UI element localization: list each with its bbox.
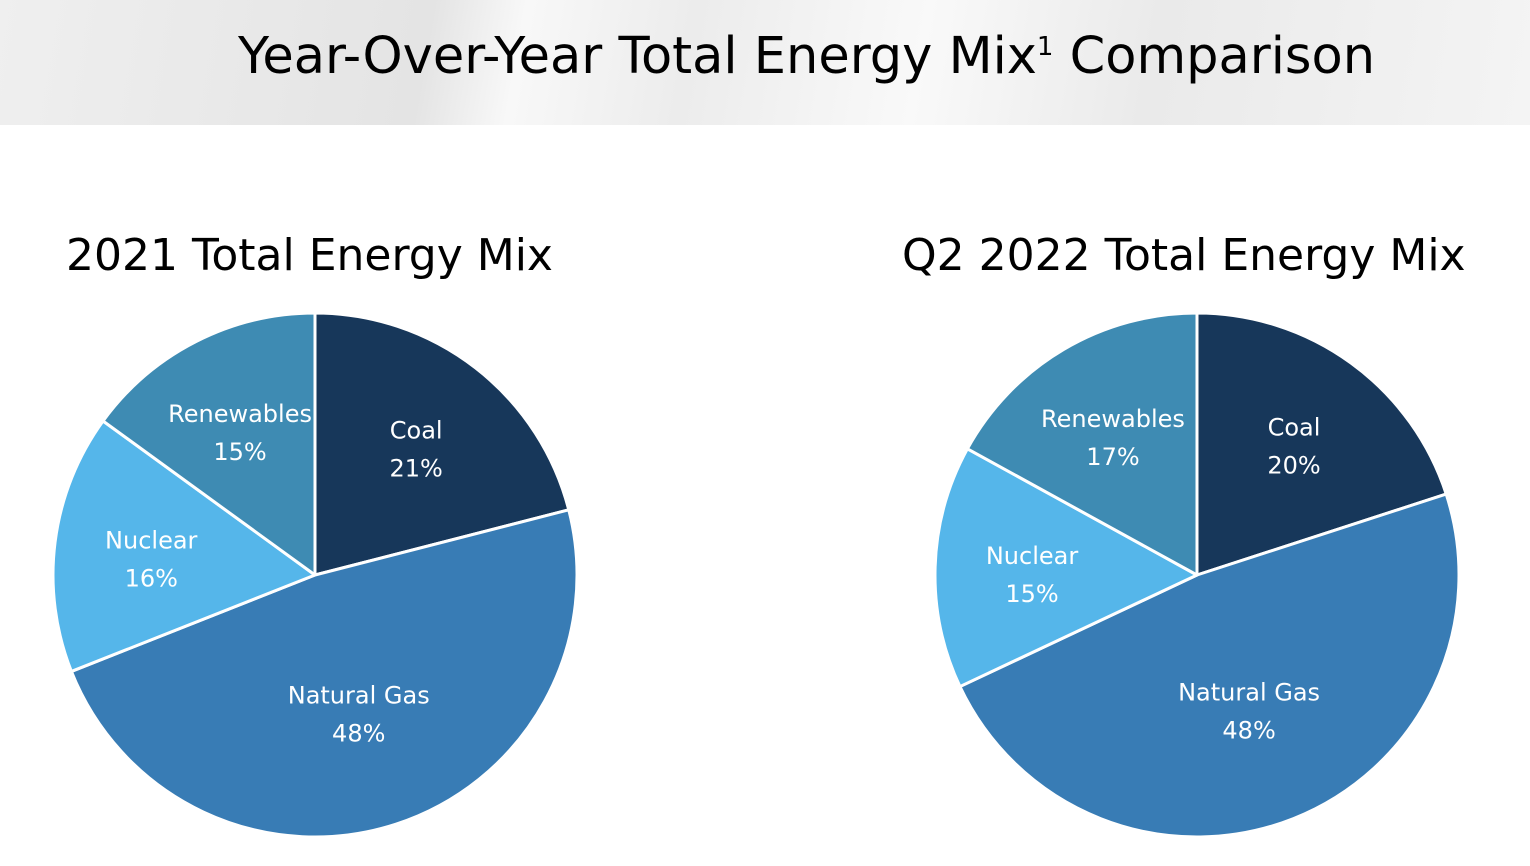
slice-label-2021-natural-gas: Natural Gas bbox=[288, 682, 430, 710]
slice-value-q2-2022-renewables: 17% bbox=[1086, 443, 1139, 471]
page-title-suffix: Comparison bbox=[1053, 27, 1376, 86]
slice-label-q2-2022-nuclear: Nuclear bbox=[986, 542, 1079, 570]
slice-value-2021-nuclear: 16% bbox=[125, 564, 178, 592]
pie-slice-2021-renewables bbox=[101, 311, 317, 577]
header-band bbox=[0, 0, 1530, 125]
slice-label-q2-2022-coal: Coal bbox=[1268, 413, 1321, 441]
pie-slice-q2-2022-coal bbox=[1195, 311, 1448, 577]
pie-slice-q2-2022-renewables bbox=[965, 311, 1199, 577]
slice-value-2021-natural-gas: 48% bbox=[332, 720, 385, 748]
chart-title-2021: 2021 Total Energy Mix bbox=[66, 230, 553, 281]
slice-value-2021-coal: 21% bbox=[389, 455, 442, 483]
page-title-main: Year-Over-Year Total Energy Mix bbox=[238, 27, 1037, 86]
pie-slice-2021-coal bbox=[313, 311, 571, 577]
pie-slice-2021-natural-gas bbox=[69, 508, 579, 839]
slice-label-2021-coal: Coal bbox=[390, 417, 443, 445]
chart-title-q2-2022: Q2 2022 Total Energy Mix bbox=[902, 230, 1466, 281]
slice-label-2021-nuclear: Nuclear bbox=[105, 526, 198, 554]
pie-slice-q2-2022-natural-gas bbox=[958, 492, 1461, 839]
slice-value-q2-2022-coal: 20% bbox=[1267, 451, 1320, 479]
slice-label-q2-2022-renewables: Renewables bbox=[1041, 405, 1185, 433]
slice-value-q2-2022-natural-gas: 48% bbox=[1222, 717, 1275, 745]
slice-value-q2-2022-nuclear: 15% bbox=[1005, 580, 1058, 608]
slice-label-q2-2022-natural-gas: Natural Gas bbox=[1178, 679, 1320, 707]
slice-value-2021-renewables: 15% bbox=[213, 438, 266, 466]
page-title-footnote-marker: 1 bbox=[1036, 32, 1054, 62]
pie-slice-2021-nuclear bbox=[51, 419, 317, 673]
page-title: Year-Over-Year Total Energy Mix1 Compari… bbox=[238, 22, 1375, 92]
pie-slice-q2-2022-nuclear bbox=[933, 447, 1199, 689]
slice-label-2021-renewables: Renewables bbox=[168, 400, 312, 428]
